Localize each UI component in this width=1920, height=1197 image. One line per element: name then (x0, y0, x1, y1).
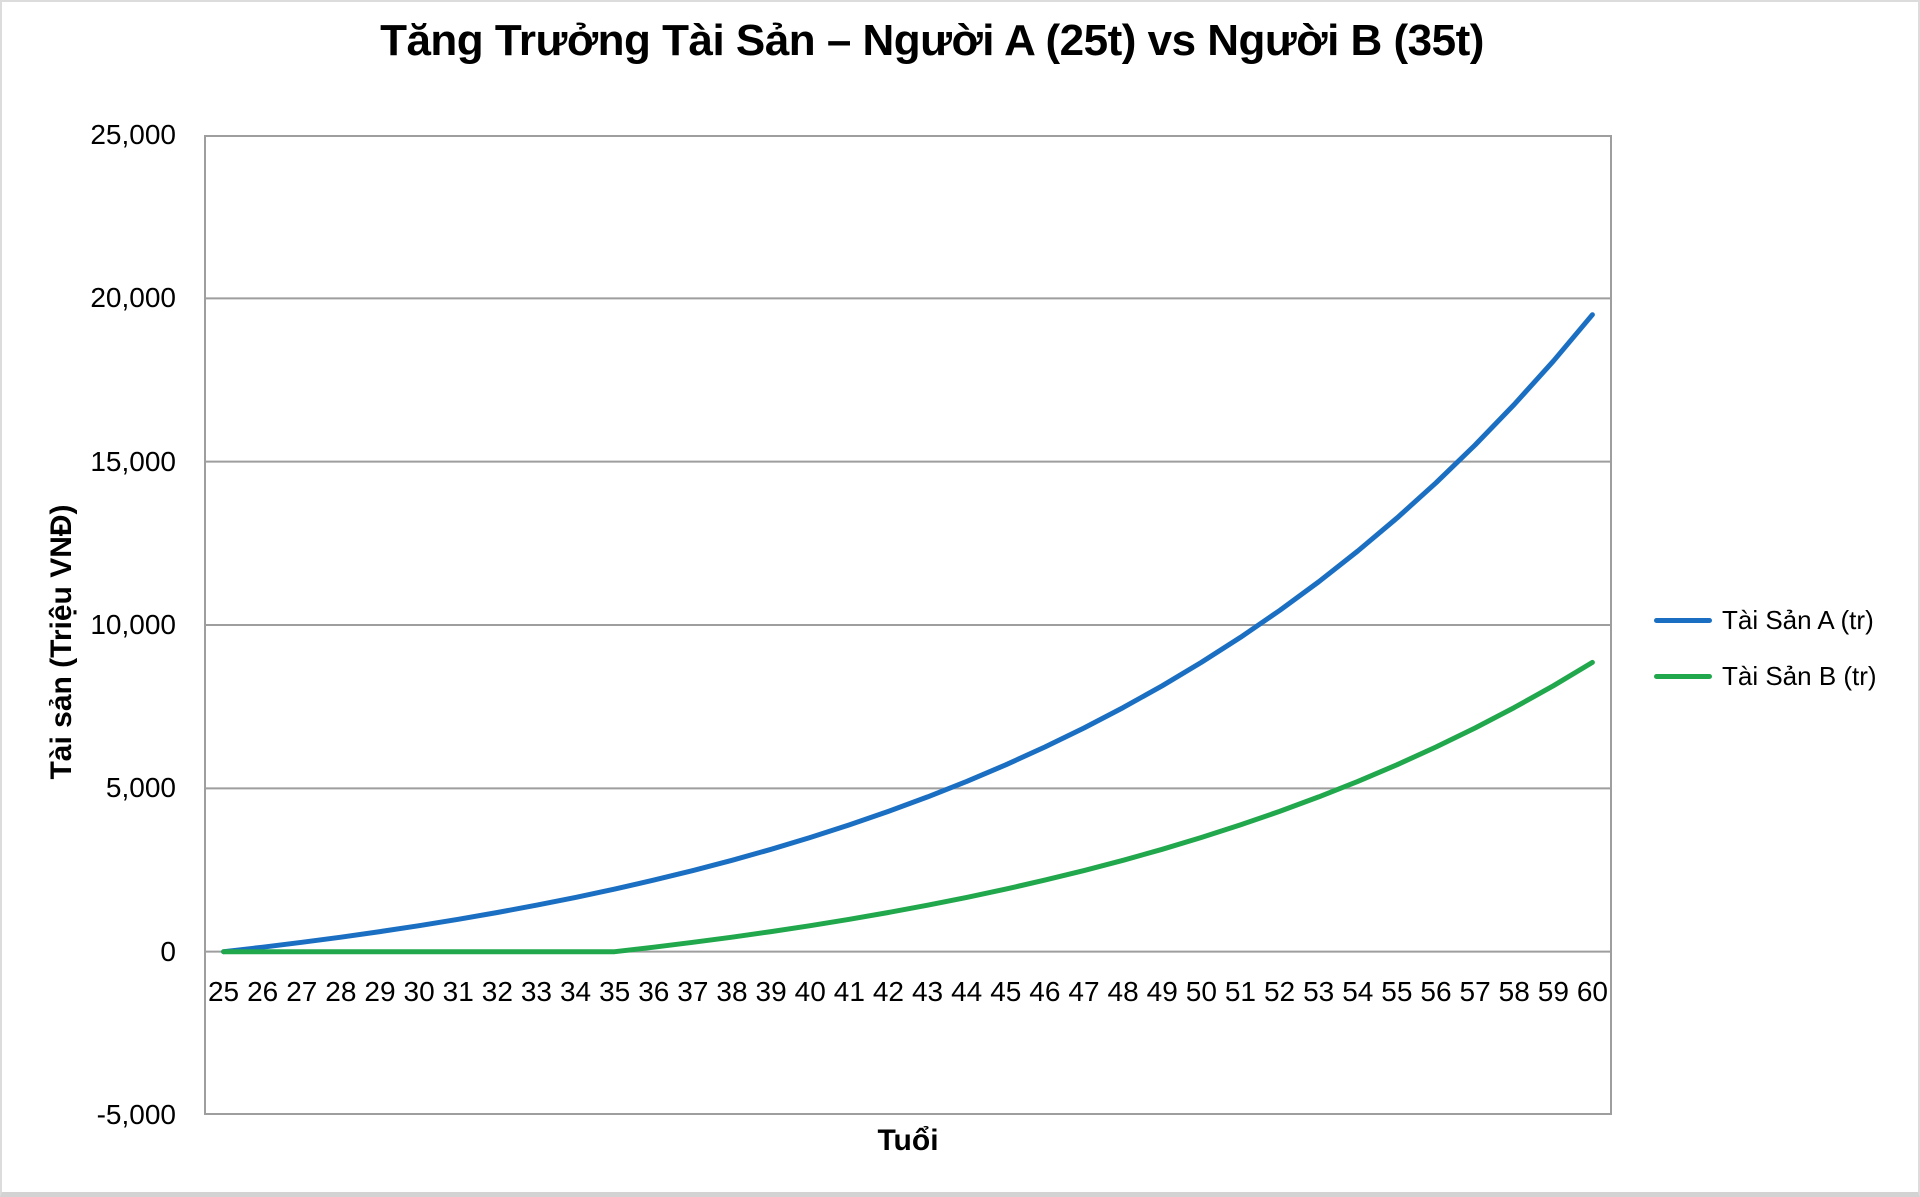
chart-title: Tăng Trưởng Tài Sản – Người A (25t) vs N… (380, 16, 1484, 65)
x-tick-label: 56 (1420, 976, 1452, 1007)
x-tick-label: 37 (677, 976, 709, 1007)
plot-svg (204, 134, 1612, 1116)
legend: Tài Sản A (tr) Tài Sản B (tr) (1654, 600, 1877, 712)
x-tick-label: 34 (559, 976, 592, 1007)
x-tick-label: 57 (1459, 976, 1491, 1007)
y-tick-label: 10,000 (90, 609, 176, 640)
x-tick-label: 39 (755, 976, 787, 1007)
x-tick-label: 38 (716, 976, 748, 1007)
x-tick-label: 35 (599, 976, 631, 1007)
series-line-b (221, 659, 1595, 955)
x-tick-label: 60 (1576, 976, 1609, 1007)
x-tick-label: 27 (286, 976, 318, 1007)
x-tick-label: 36 (638, 976, 670, 1007)
x-axis-title: Tuổi (877, 1124, 939, 1157)
x-tick-label: 50 (1185, 976, 1217, 1007)
x-tick-label: 44 (951, 976, 983, 1007)
x-tick-label: 51 (1224, 976, 1257, 1007)
y-tick-label: 20,000 (90, 282, 176, 314)
y-tick-label: 5,000 (105, 772, 176, 804)
x-tick-label: 30 (403, 976, 435, 1007)
x-tick-label: 29 (364, 976, 396, 1007)
x-tick-label: 33 (520, 976, 553, 1007)
x-tick-label: 53 (1303, 976, 1335, 1007)
x-tick-label: 28 (325, 976, 357, 1007)
x-tick-label: 52 (1263, 976, 1296, 1007)
series-line-a (221, 312, 1595, 955)
x-tick-label: 31 (442, 976, 474, 1007)
legend-label-series-a: Tài Sản A (tr) (1722, 604, 1874, 635)
x-tick-label: 26 (247, 976, 279, 1007)
x-tick-label: 49 (1146, 976, 1178, 1007)
x-tick-label: 55 (1381, 976, 1413, 1007)
x-tick-label: 58 (1498, 976, 1530, 1007)
y-tick-label: -5,000 (96, 1099, 176, 1130)
x-tick-label: 25 (207, 976, 240, 1007)
plot-area (204, 134, 1612, 1116)
series-a-line-swatch (1654, 617, 1712, 623)
y-tick-label: 15,000 (90, 445, 176, 477)
x-tick-label: 47 (1068, 976, 1100, 1007)
x-tick-label: 45 (990, 976, 1022, 1007)
x-tick-label: 41 (833, 976, 865, 1007)
x-tick-label: 48 (1107, 976, 1139, 1007)
legend-label-series-b: Tài Sản B (tr) (1722, 660, 1877, 691)
series-b-line-swatch (1654, 673, 1712, 679)
y-tick-label: 0 (160, 935, 176, 967)
x-tick-label: 32 (481, 976, 513, 1007)
x-tick-label: 59 (1537, 976, 1569, 1007)
legend-item-series-a: Tài Sản A (tr) (1654, 600, 1877, 640)
legend-item-series-b: Tài Sản B (tr) (1654, 656, 1877, 696)
x-tick-label: 43 (911, 976, 944, 1007)
x-tick-label: 40 (794, 976, 826, 1007)
x-tick-label: 42 (872, 976, 905, 1007)
x-tick-label: 46 (1029, 976, 1061, 1007)
plot-border (204, 135, 1612, 1115)
y-tick-label: 25,000 (90, 119, 176, 150)
x-tick-label: 54 (1342, 976, 1374, 1007)
